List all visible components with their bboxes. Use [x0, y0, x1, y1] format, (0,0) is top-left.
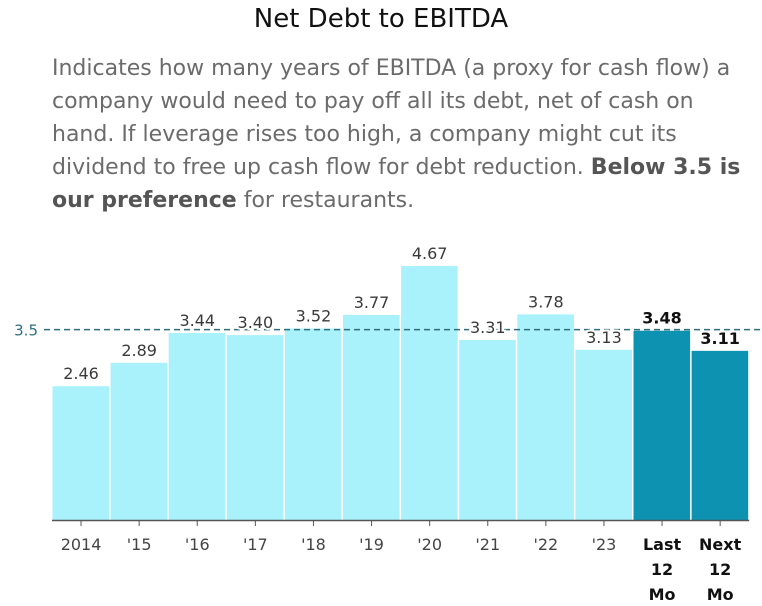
description-text: Indicates how many years of EBITDA (a pr…: [52, 56, 731, 180]
x-tick-label: '23: [592, 535, 617, 554]
x-tick-label: '22: [533, 535, 558, 554]
bar: [575, 349, 632, 520]
bar-value-label: 3.78: [528, 292, 564, 311]
bar: [168, 332, 226, 520]
bar-value-label: 3.52: [296, 307, 332, 326]
bar-value-label: 3.48: [642, 309, 681, 328]
x-tick-label: Next: [699, 535, 742, 554]
x-tick-label: 12: [709, 560, 731, 579]
bar-value-label: 3.40: [238, 313, 274, 332]
x-tick-label: '16: [185, 535, 210, 554]
bar: [633, 330, 691, 520]
x-tick-label: '20: [417, 535, 442, 554]
bar: [343, 314, 400, 520]
x-tick-label: '17: [243, 535, 268, 554]
description-emphasis: Below 3.5 is our preference: [52, 155, 741, 213]
bar: [401, 266, 458, 520]
x-tick-label: Mo: [649, 585, 676, 604]
bar-value-label: 3.13: [586, 328, 622, 347]
x-tick-label: 2014: [61, 535, 102, 554]
chart-title: Net Debt to EBITDA: [253, 4, 509, 34]
bar-value-label: 4.67: [412, 244, 448, 263]
x-tick-label: '19: [359, 535, 384, 554]
bar: [226, 335, 284, 520]
bar-value-label: 3.44: [179, 311, 215, 330]
bar: [110, 362, 168, 520]
chart-description: Indicates how many years of EBITDA (a pr…: [52, 52, 752, 217]
bar: [459, 339, 516, 520]
x-tick-label: Last: [643, 535, 682, 554]
x-tick-label: '18: [301, 535, 326, 554]
x-tick-label: '21: [475, 535, 500, 554]
bar-value-label: 3.77: [354, 293, 390, 312]
bar: [691, 350, 749, 520]
x-tick-label: 12: [651, 560, 673, 579]
x-tick-label: '15: [127, 535, 152, 554]
bar: [517, 314, 574, 520]
bar-value-label: 3.31: [470, 318, 506, 337]
bar: [52, 386, 110, 520]
bar: [284, 328, 342, 520]
bar-value-label: 2.89: [121, 341, 157, 360]
reference-line-label: 3.5: [14, 322, 38, 340]
description-text-end: for restaurants.: [236, 188, 415, 213]
x-tick-label: Mo: [707, 585, 734, 604]
bar-value-label: 2.46: [63, 364, 99, 383]
bar-value-label: 3.11: [700, 329, 739, 348]
